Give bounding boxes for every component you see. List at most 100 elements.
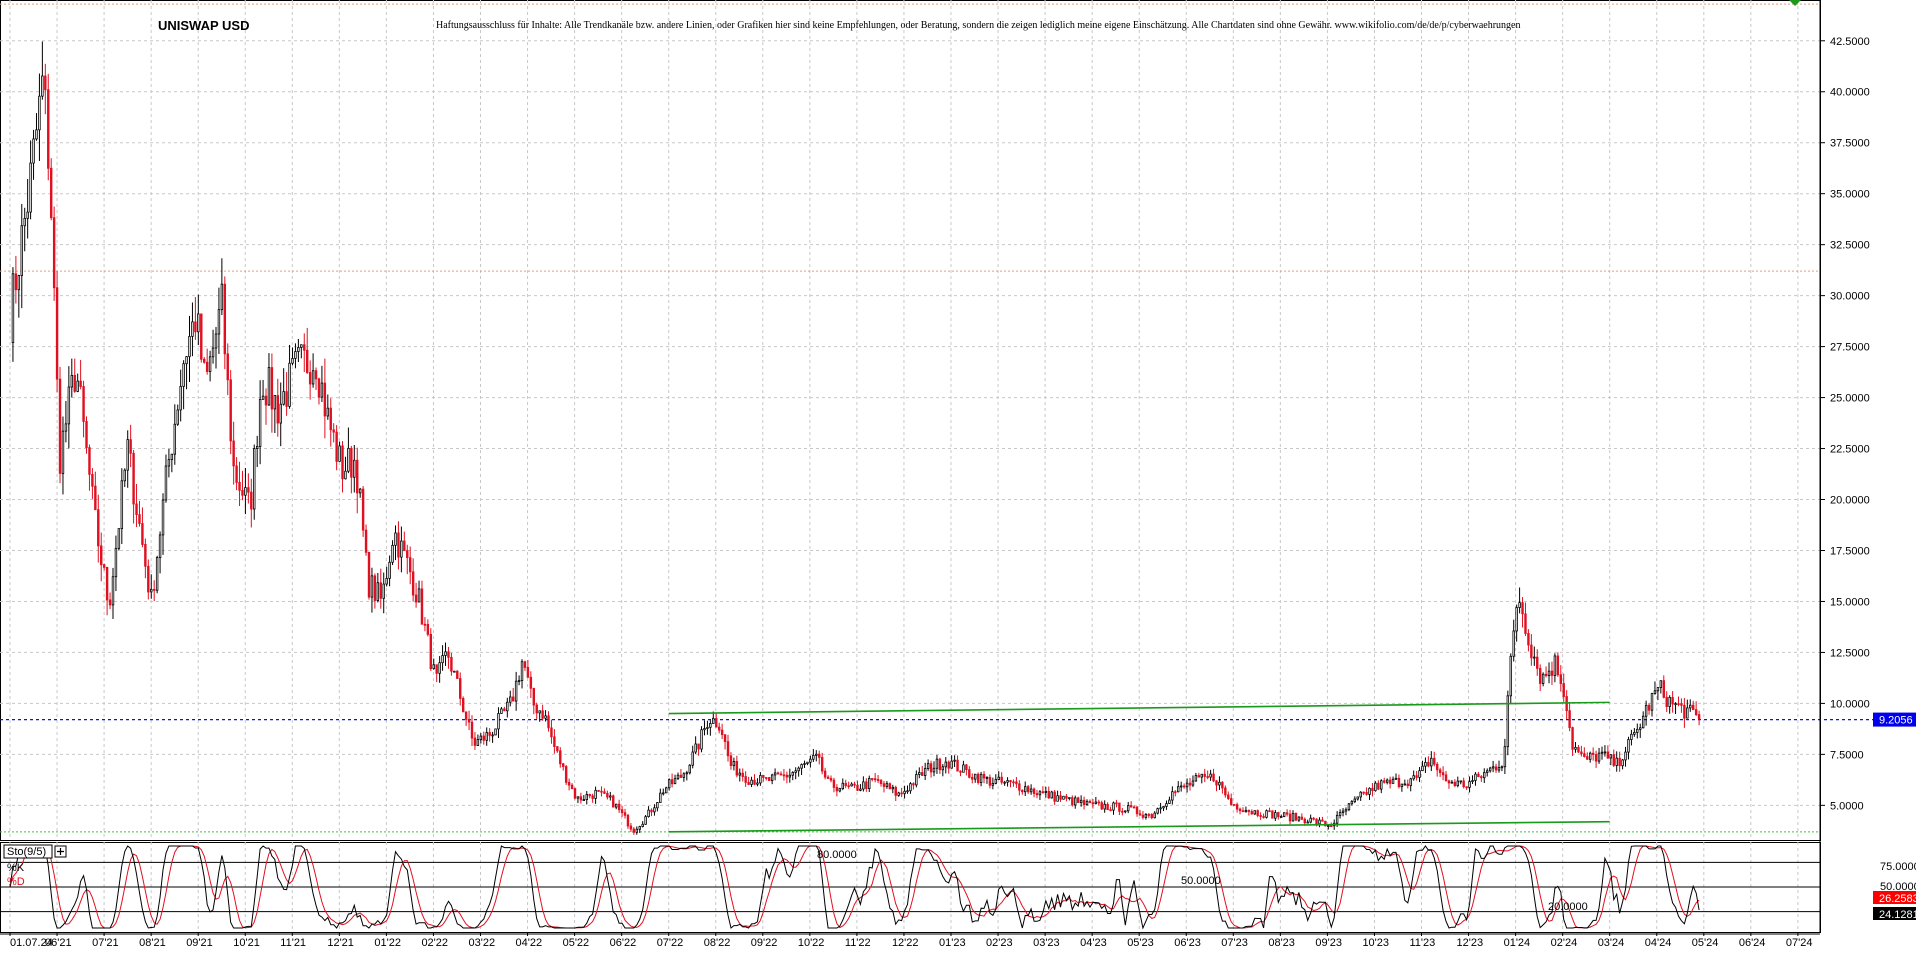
candle-body: [267, 367, 271, 406]
candle-up: [673, 774, 677, 785]
candle-body: [1459, 780, 1462, 783]
candle-body: [279, 403, 282, 424]
candle-up: [432, 658, 435, 670]
candle-body: [1065, 795, 1068, 799]
candle-down: [1565, 690, 1568, 720]
candle-up: [1185, 778, 1189, 793]
candle-body: [588, 794, 591, 797]
candle-down: [597, 789, 600, 792]
candle-body: [991, 782, 995, 786]
candle-body: [1206, 776, 1209, 778]
candle-down: [835, 784, 839, 797]
candle-body: [120, 480, 124, 530]
candle-up: [682, 772, 686, 782]
candle-body: [1003, 781, 1006, 784]
candle-body: [300, 344, 303, 348]
candle-up: [665, 786, 668, 794]
candle-down: [467, 710, 471, 731]
candle-down: [679, 768, 683, 779]
candle-body: [1182, 785, 1186, 788]
candle-body: [1156, 808, 1159, 814]
candle-up: [258, 380, 262, 465]
candle-body: [1397, 777, 1401, 788]
candle-body: [1097, 801, 1100, 804]
candle-down: [1271, 810, 1274, 819]
x-tick-label: 01.07.24: [10, 937, 53, 948]
stoch-axis-label-50: 50.0000: [1880, 881, 1916, 893]
candle-body: [1368, 787, 1371, 795]
candle-body: [450, 656, 453, 672]
candle-body: [1232, 804, 1236, 806]
candle-body: [229, 379, 232, 442]
candle-body: [385, 577, 388, 585]
candle-down: [464, 711, 468, 726]
candle-down: [411, 558, 415, 602]
candle-body: [815, 753, 818, 756]
candle-body: [1362, 791, 1365, 794]
candle-body: [235, 465, 238, 483]
candle-body: [155, 557, 159, 591]
candle-body: [432, 664, 435, 670]
candle-up: [859, 784, 862, 792]
candle-body: [494, 728, 497, 736]
candle-down: [888, 782, 892, 790]
candle-body: [1153, 812, 1156, 819]
candle-up: [1541, 672, 1545, 687]
candle-down: [1647, 702, 1651, 715]
candle-down: [406, 544, 409, 575]
candle-body: [1262, 816, 1265, 818]
x-tick-label: 06'23: [1174, 937, 1201, 948]
candle-body: [873, 778, 877, 781]
candle-body: [1118, 802, 1121, 812]
candle-down: [882, 781, 886, 793]
candle-down: [747, 776, 750, 786]
candle-down: [1129, 801, 1133, 808]
candle-down: [223, 276, 227, 370]
trend-lines: [668, 701, 1610, 833]
candle-up: [376, 572, 380, 603]
candle-body: [929, 763, 933, 773]
candle-body: [1185, 782, 1189, 788]
candle-body: [456, 670, 459, 679]
candle-body: [956, 759, 959, 772]
candle-up: [691, 745, 694, 769]
candle-up: [500, 706, 503, 714]
candle-down: [461, 696, 465, 713]
candle-up: [1191, 775, 1195, 788]
x-tick-label: 08'22: [704, 937, 731, 948]
candle-down: [79, 360, 82, 390]
candle-body: [358, 488, 362, 494]
candle-body: [1006, 780, 1009, 783]
stoch-label-box[interactable]: [3, 844, 53, 859]
candle-up: [126, 430, 129, 488]
candle-body: [1650, 693, 1654, 711]
candle-up: [1200, 773, 1203, 784]
y-tick-label: 32.5000: [1830, 240, 1870, 252]
candle-up: [994, 774, 998, 785]
candle-up: [1306, 819, 1309, 824]
candle-up: [544, 710, 547, 722]
candle-body: [1456, 780, 1460, 787]
candle-down: [1618, 751, 1621, 772]
candle-down: [459, 672, 462, 706]
candle-body: [26, 211, 29, 219]
x-tick-label: 05'22: [563, 937, 590, 948]
candle-body: [35, 129, 38, 140]
candle-body: [576, 796, 580, 799]
candle-body: [1480, 776, 1483, 779]
candle-up: [161, 493, 165, 555]
candle-up: [1394, 773, 1398, 780]
candle-body: [876, 779, 880, 781]
candle-up: [1597, 747, 1601, 764]
plus-icon: [57, 848, 64, 855]
candle-down: [588, 793, 591, 799]
candle-body: [1665, 696, 1668, 707]
candle-down: [323, 358, 327, 439]
candle-down: [1477, 771, 1480, 778]
candle-body: [1668, 696, 1671, 707]
x-tick-label: 01'22: [374, 937, 401, 948]
candle-body: [1024, 786, 1027, 793]
candle-down: [1462, 777, 1465, 789]
candle-down: [1521, 597, 1524, 628]
candle-body: [1144, 814, 1148, 818]
